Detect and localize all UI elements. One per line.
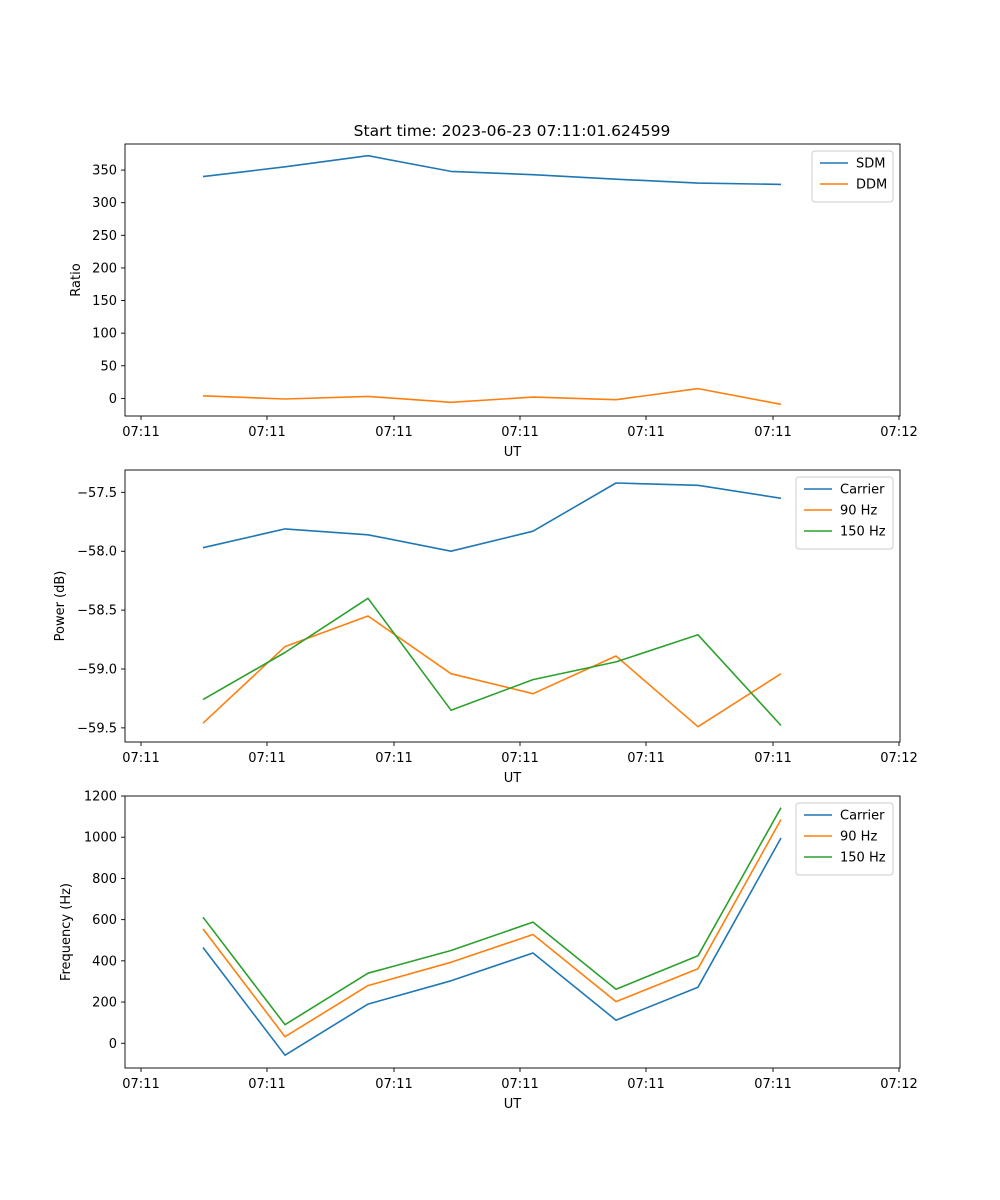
x-tick-label: 07:11 [248,751,285,766]
series-line-carrier [202,482,782,553]
y-tick-label: 1200 [84,790,117,805]
x-tick-label: 07:12 [880,425,917,440]
x-tick-label: 07:11 [627,751,664,766]
y-tick-label: 400 [92,954,117,969]
legend: SDM DDM [811,150,894,203]
series-line-150-hz [202,807,782,1026]
plot-panel-3: 07:11 07:11 07:11 07:11 07:11 07:11 07:12 0 200 4… [59,790,918,1113]
series-line-carrier [202,837,782,1056]
series-line-150-hz [202,597,782,727]
legend: Carrier 90 Hz 150 Hz [795,802,894,876]
y-tick-label: 200 [92,261,117,276]
y-tick-label: 350 [92,164,117,179]
x-tick-label: 07:11 [501,425,538,440]
y-axis-label: Power (dB) [53,571,68,642]
x-tick-label: 07:11 [501,1077,538,1092]
legend-entry: DDM [856,178,887,193]
legend-entry: SDM [856,157,885,172]
chart-title: Start time: 2023-06-23 07:11:01.624599 [354,122,671,140]
series-line-ddm [202,387,782,406]
x-tick-label: 07:11 [375,425,412,440]
legend-entry: 150 Hz [840,851,886,866]
plot-panel-2: 07:11 07:11 07:11 07:11 07:11 07:11 07:12 −59.5… [53,469,918,786]
x-tick-label: 07:11 [754,751,791,766]
x-tick-label: 07:11 [122,425,159,440]
x-axis-label: UT [504,1097,522,1112]
legend: Carrier 90 Hz 150 Hz [795,476,894,550]
y-tick-label: 100 [92,327,117,342]
y-axis-label: Frequency (Hz) [59,883,74,981]
plot-panel-1: 07:11 07:11 07:11 07:11 07:11 07:11 07:12 0 50 10… [69,143,918,460]
legend-entry: 90 Hz [840,830,877,845]
y-tick-label: −57.5 [77,486,117,501]
x-tick-label: 07:11 [627,425,664,440]
axes-frame [124,469,901,743]
y-tick-label: −58.0 [77,545,117,560]
x-tick-label: 07:11 [754,1077,791,1092]
legend-entry: Carrier [840,809,885,824]
y-tick-label: 200 [92,996,117,1011]
x-tick-label: 07:11 [627,1077,664,1092]
x-tick-label: 07:11 [754,425,791,440]
y-axis-label: Ratio [69,263,84,296]
y-tick-label: 0 [109,392,117,407]
x-tick-label: 07:11 [122,1077,159,1092]
y-tick-label: 600 [92,913,117,928]
x-tick-label: 07:11 [248,425,285,440]
series-line-90-hz [202,819,782,1038]
x-tick-label: 07:11 [375,751,412,766]
y-tick-label: 50 [100,359,117,374]
y-tick-label: 150 [92,294,117,309]
y-tick-label: 0 [109,1037,117,1052]
y-tick-label: −58.5 [77,604,117,619]
y-tick-label: −59.5 [77,721,117,736]
series-line-sdm [202,154,782,186]
y-tick-label: 1000 [84,831,117,846]
y-tick-label: −59.0 [77,662,117,677]
y-tick-label: 800 [92,872,117,887]
x-axis-label: UT [504,445,522,460]
x-tick-label: 07:11 [122,751,159,766]
y-tick-label: 250 [92,229,117,244]
axes-frame [124,143,901,417]
x-axis-label: UT [504,771,522,786]
x-tick-label: 07:11 [501,751,538,766]
legend-entry: 150 Hz [840,525,886,540]
x-tick-label: 07:11 [248,1077,285,1092]
series-line-90-hz [202,615,782,728]
x-tick-label: 07:12 [880,1077,917,1092]
legend-entry: 90 Hz [840,504,877,519]
x-tick-label: 07:12 [880,751,917,766]
legend-entry: Carrier [840,483,885,498]
y-tick-label: 300 [92,196,117,211]
x-tick-label: 07:11 [375,1077,412,1092]
axes-frame [124,795,901,1069]
